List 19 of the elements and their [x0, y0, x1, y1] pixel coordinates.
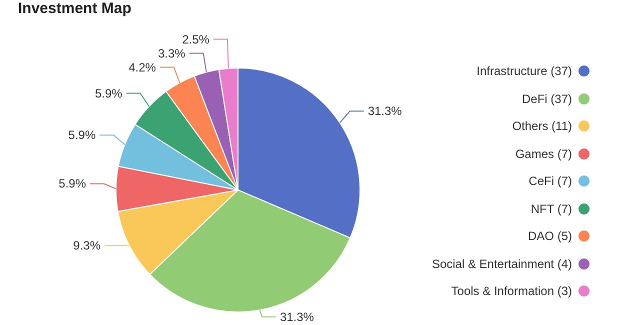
legend-label: DAO (5) [528, 229, 572, 243]
data-label: 5.9% [58, 176, 86, 191]
data-label: 2.5% [182, 32, 210, 46]
data-label: 31.3% [280, 310, 314, 324]
legend-label: Infrastructure (37) [476, 64, 572, 78]
data-label: 3.3% [158, 46, 186, 60]
data-label: 5.9% [94, 86, 123, 100]
legend-label: Social & Entertainment (4) [432, 256, 572, 270]
legend-label: Others (11) [512, 119, 572, 133]
legend-label: CeFi (7) [528, 174, 572, 188]
data-label: 5.9% [68, 128, 96, 142]
data-label: 4.2% [128, 60, 156, 74]
data-label: 9.3% [73, 238, 101, 253]
legend-label: Tools & Information (3) [451, 284, 572, 298]
legend-label: NFT (7) [530, 202, 572, 216]
data-label: 31.3% [368, 104, 402, 118]
legend-label: Games (7) [515, 146, 572, 160]
chart-title: Investment Map [18, 0, 132, 17]
legend-label: DeFi (37) [522, 92, 572, 106]
